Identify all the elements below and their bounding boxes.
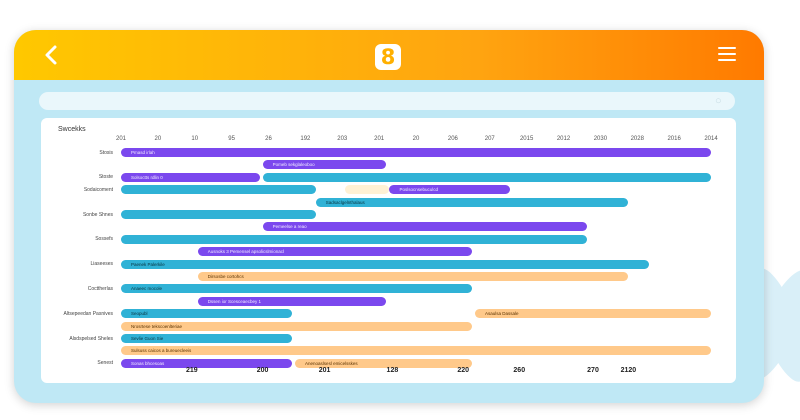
- row-label: Liaseeses: [90, 261, 113, 268]
- row-label: Alsdspelsed Sheles: [69, 335, 113, 342]
- schedule-bar[interactable]: Solsoctts rdlin 0: [121, 172, 260, 182]
- bottom-axis-tick: 128: [386, 367, 399, 374]
- schedule-bar[interactable]: Sulsuss caicos a bureuecleeis: [121, 346, 711, 356]
- schedule-bar[interactable]: Sonas bhcesoas: [121, 358, 293, 368]
- top-axis-tick: 2012: [556, 136, 571, 142]
- schedule-bar[interactable]: [262, 172, 711, 182]
- bottom-axis-tick: 260: [513, 367, 526, 374]
- schedule-bar[interactable]: Dirsosbe cortohcs: [197, 272, 629, 281]
- row-label: Senest: [97, 360, 113, 367]
- bottom-axis-tick: 200: [256, 367, 269, 374]
- bottom-axis-tick: 201: [318, 367, 331, 374]
- row-label: Sonbe Shnes: [82, 211, 113, 218]
- row-label: Cocttherlas: [87, 285, 113, 292]
- top-axis-tick: 2030: [593, 136, 608, 142]
- schedule-title: Swcekks: [58, 126, 86, 133]
- row-label: Altsepeedan Pasnives: [63, 310, 113, 317]
- top-axis-tick: 201: [374, 136, 385, 142]
- schedule-bar[interactable]: Sadsaclgelnthalaus: [315, 197, 629, 207]
- search-icon: ○: [715, 95, 722, 107]
- top-axis-tick: 2014: [704, 136, 718, 142]
- app-logo: 8: [375, 44, 401, 70]
- schedule-bar[interactable]: [121, 210, 316, 219]
- schedule-bar[interactable]: Asaulsa Dassale: [475, 309, 711, 319]
- schedule-bar[interactable]: [121, 234, 588, 244]
- top-axis-tick: 2028: [630, 136, 644, 142]
- row-label: Stoste: [98, 174, 113, 181]
- menu-button[interactable]: [718, 46, 736, 62]
- app-window: 8 ○ Swcekks 201 20 10 95 26 192 203 201 20 206 207…: [14, 30, 764, 403]
- schedule-bar[interactable]: Poslsocnsebuculcd: [389, 185, 511, 195]
- schedule-bar[interactable]: Pemeelse a reao: [262, 222, 588, 232]
- schedule-bar[interactable]: Seopubl: [121, 309, 293, 319]
- top-axis-tick: 207: [484, 136, 495, 142]
- schedule-bar[interactable]: Anaeec mocole: [121, 284, 473, 294]
- bottom-axis-tick: 2120: [620, 367, 637, 374]
- hamburger-menu-icon: [718, 47, 736, 49]
- bottom-axis-tick: 270: [587, 367, 599, 374]
- row-label: Stosis: [99, 149, 113, 156]
- schedule-bar[interactable]: [345, 185, 390, 195]
- schedule-panel: Swcekks 201 20 10 95 26 192 203 201 20 206 207 2015…: [41, 118, 736, 383]
- top-axis-tick: 10: [191, 136, 199, 142]
- search-input[interactable]: ○: [39, 92, 735, 110]
- app-header: 8: [14, 30, 764, 80]
- chevron-left-icon: [45, 45, 57, 65]
- schedule-bar[interactable]: Pomeb sekglaleoboo: [262, 160, 387, 170]
- schedule-bar[interactable]: Sevlie Guon Sie: [121, 334, 293, 343]
- top-axis-tick: 20: [154, 136, 162, 142]
- bottom-axis-tick: 220: [457, 367, 470, 374]
- back-button[interactable]: [38, 41, 66, 69]
- schedule-bar[interactable]: Paenek Palerkile: [121, 259, 650, 269]
- schedule-bar[interactable]: Dssen ior Scesceaecbey 1: [197, 296, 387, 306]
- top-axis-tick: 95: [228, 136, 235, 142]
- top-axis-tick: 2015: [519, 136, 534, 142]
- schedule-bar[interactable]: [121, 185, 316, 195]
- row-label: Sodaicoment: [83, 186, 113, 193]
- top-axis-tick: 203: [337, 136, 348, 142]
- row-label: Sossefs: [95, 236, 113, 243]
- schedule-bar[interactable]: Pmasd irlah: [121, 148, 711, 157]
- schedule-bar[interactable]: Nrosrtese tekscoenlteriae: [121, 321, 473, 331]
- top-axis-tick: 2016: [667, 136, 681, 142]
- top-axis-tick: 201: [115, 136, 127, 142]
- schedule-bar[interactable]: Ausnoks 3 Pemensel apsolicslmionacl: [197, 247, 473, 257]
- top-axis-tick: 206: [447, 136, 458, 142]
- top-axis-tick: 20: [412, 136, 420, 142]
- schedule-bar[interactable]: Anenoaslsesl emicelsskes: [295, 358, 473, 368]
- top-axis-tick: 26: [265, 136, 272, 142]
- top-axis-tick: 192: [300, 136, 311, 142]
- bottom-axis-tick: 219: [185, 367, 198, 374]
